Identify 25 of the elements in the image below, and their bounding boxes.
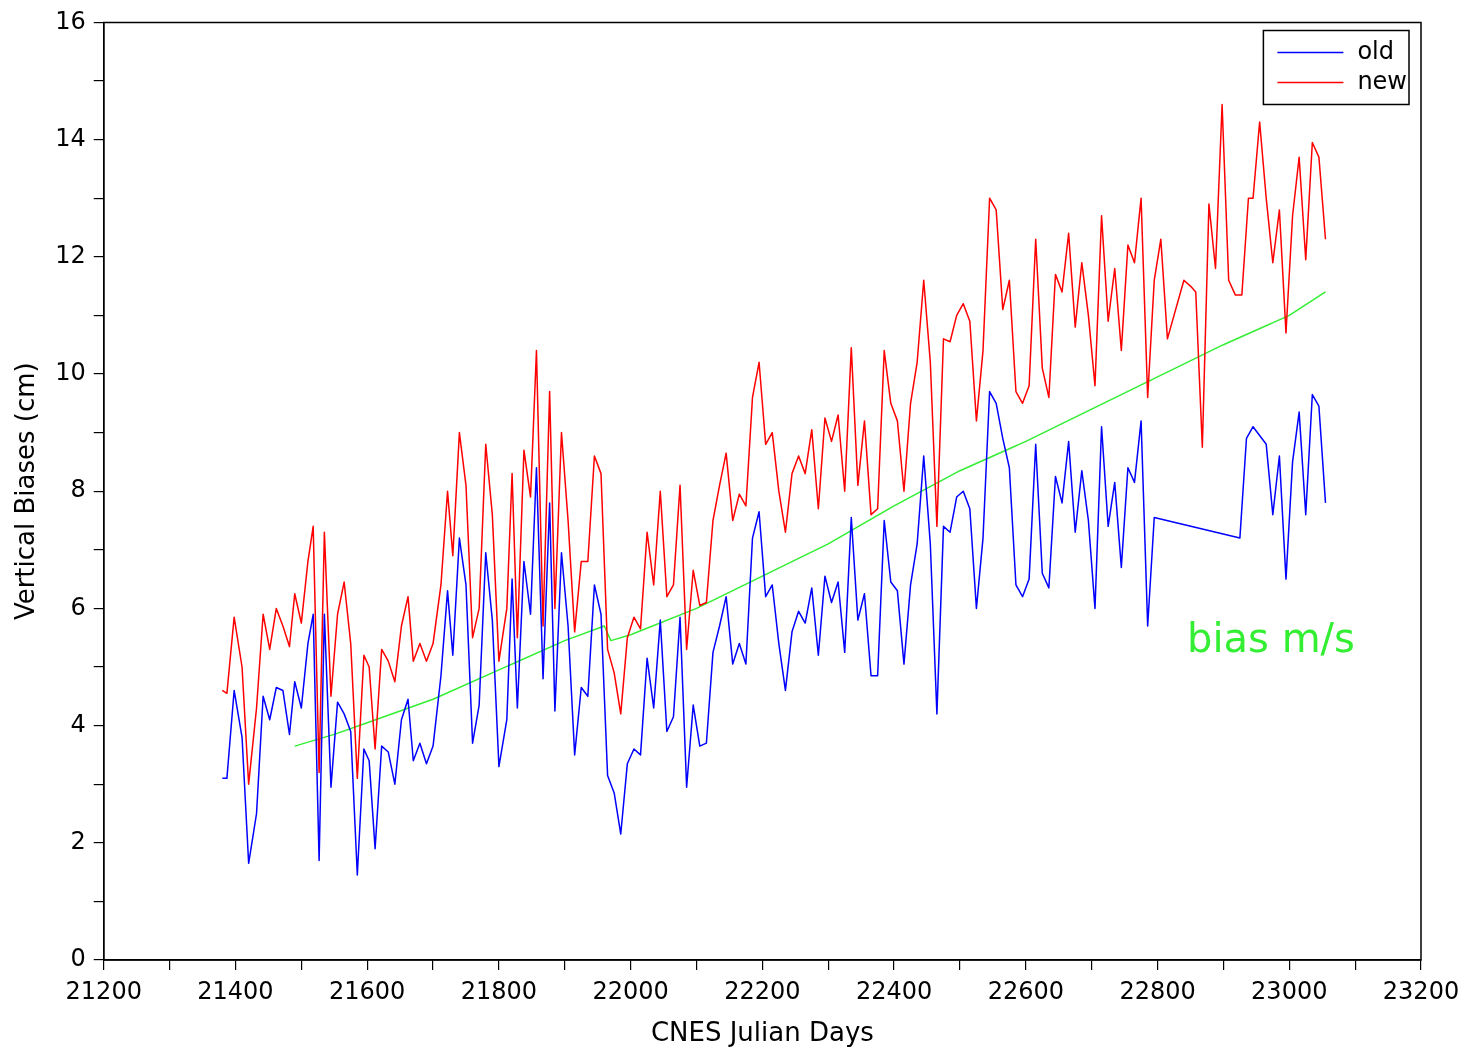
x-tick-label: 23200 xyxy=(1382,976,1460,1005)
x-tick-label: 23000 xyxy=(1251,976,1328,1005)
y-tick-label: 10 xyxy=(55,358,86,387)
x-tick-label: 21600 xyxy=(329,976,406,1005)
y-tick-label: 8 xyxy=(70,475,86,504)
x-tick-label: 21400 xyxy=(197,976,274,1005)
x-axis-title: CNES Julian Days xyxy=(650,1017,874,1048)
x-tick-label: 22400 xyxy=(855,976,933,1005)
y-tick-label: 6 xyxy=(70,592,86,621)
y-tick-label: 0 xyxy=(70,944,86,973)
legend-label: old xyxy=(1357,36,1394,65)
x-tick-label: 22600 xyxy=(987,976,1064,1005)
x-tick-label: 22200 xyxy=(724,976,801,1005)
y-axis-title: Vertical Biases (cm) xyxy=(10,362,41,621)
annotation: bias m/s xyxy=(1187,614,1355,661)
y-tick-label: 4 xyxy=(70,709,86,738)
legend-label: new xyxy=(1357,66,1407,95)
y-tick-label: 2 xyxy=(70,827,86,856)
x-tick-label: 22000 xyxy=(592,976,669,1005)
x-tick-label: 21800 xyxy=(460,976,538,1005)
x-tick-label: 21200 xyxy=(65,976,142,1005)
y-tick-label: 16 xyxy=(55,6,86,35)
x-tick-label: 22800 xyxy=(1119,976,1196,1005)
y-tick-label: 12 xyxy=(55,241,86,270)
y-tick-label: 14 xyxy=(55,123,86,152)
